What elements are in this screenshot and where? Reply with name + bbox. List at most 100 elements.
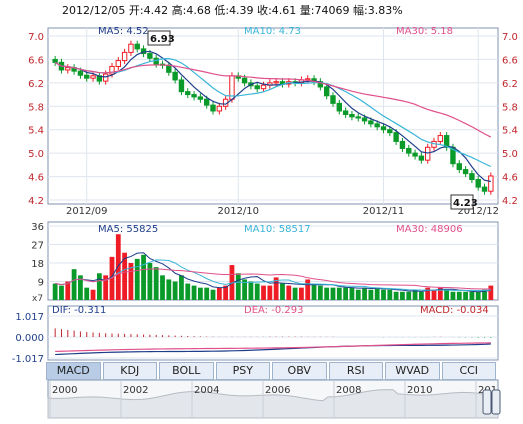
tab-psy[interactable]: PSY [215,362,270,380]
overview-handle-left[interactable] [482,389,492,415]
volume-bar [330,287,336,300]
quote-header: 2012/12/05 开:4.42 高:4.68 低:4.39 收:4.61 量… [62,4,403,17]
candle [330,92,336,107]
volume-bar [349,287,355,300]
overview-year: 2000 [52,385,77,396]
volume-bar [59,285,64,300]
volume-bar [197,287,203,300]
tab-rsi[interactable]: RSI [328,362,383,380]
volume-bar [109,256,115,300]
volume-bar [96,273,102,300]
volume-bar [317,285,323,300]
moving-averages [54,50,492,183]
volume-bar [355,289,361,300]
quote-close: 4.61 [271,4,297,17]
tab-wvad[interactable]: WVAD [385,362,440,380]
volume-legend-ma10: MA10: 58517 [244,224,311,235]
candle [52,55,58,66]
volume-bar [172,281,178,300]
price-tick-left: 5.8 [28,102,44,113]
candle [456,160,462,174]
macd-legend-macd: MACD: -0.034 [420,305,489,316]
tab-obv[interactable]: OBV [272,362,327,380]
candle [336,99,343,115]
vol-ma30-line [55,268,491,290]
candle [418,152,425,164]
candle [488,172,494,195]
tab-boll[interactable]: BOLL [159,362,214,380]
price-tick-left: 4.6 [28,173,44,184]
macd-legend-dif: DIF: -0.311 [52,305,106,316]
volume-bar [482,289,487,300]
candle [399,137,406,152]
volume-bar [488,285,494,300]
quote-low: 4.39 [229,4,254,17]
overview-year: 2010 [407,385,432,396]
candle [260,81,267,93]
quote-volume: 74069 [314,4,350,17]
overview-handle-right[interactable] [491,389,501,415]
volume-bar [134,258,140,300]
macd-tick: -1.017 [12,354,44,365]
price-tick-left: 6.6 [28,55,44,66]
quote-date: 2012/12/05 [62,4,126,17]
volume-bar [286,285,292,300]
volume-bar [387,289,393,300]
volume-bar [210,289,216,300]
volume-bar [292,287,298,300]
volume-bar [343,287,349,300]
volume-bar [223,285,229,300]
candle [178,76,185,96]
volume-legend-ma5: MA5: 55825 [98,224,158,235]
candle [443,132,450,151]
volume-bar [437,287,443,300]
volume-bar [84,287,90,300]
volume-bar [324,287,330,300]
candle [387,126,393,137]
quote-open: 4.42 [143,4,169,17]
indicator-tabs: MACD KDJ BOLL PSY OBV RSI WVAD CCI [46,362,498,380]
volume-bar [368,289,374,300]
price-legend-ma10: MA10: 4.73 [244,26,301,37]
volume-bar [65,281,71,300]
macd-panel [47,305,499,361]
low-annotation: 4.23 [453,198,478,209]
dif-line [55,343,491,356]
price-tick-left: 4.2 [28,196,44,207]
volume-bar [431,289,437,300]
volume-bar [450,291,456,300]
candle [216,102,223,115]
candle [84,71,90,82]
volume-bar [147,263,153,300]
volume-bar [122,252,128,300]
price-tick-left: 7.0 [28,32,44,43]
volume-bar [153,267,159,300]
volume-bar [273,277,279,300]
volume-bar [254,283,260,300]
price-tick-right: 6.6 [502,55,518,66]
price-tick-right: 7.0 [502,32,518,43]
quote-high: 4.68 [186,4,211,17]
volume-bar [191,285,197,300]
tab-cci[interactable]: CCI [441,362,496,380]
volume-bar [362,287,367,300]
volume-bar [336,287,342,300]
price-tick-right: 4.6 [502,173,518,184]
candle [254,82,260,93]
macd-tick: 1.017 [15,312,44,323]
volume-bar [311,283,317,300]
date-label: 2012/12 [457,206,499,217]
volume-bar [299,287,304,300]
vol-ma10-line [55,259,491,292]
tab-macd[interactable]: MACD [46,362,101,380]
volume-bar [52,283,58,300]
volume-tick: 27 [31,241,44,252]
candle [481,183,488,195]
tab-kdj[interactable]: KDJ [102,362,157,380]
volume-bar [400,291,405,300]
volume-bar [160,275,165,300]
ma30-line [54,61,492,138]
volume-legend-ma30: MA30: 48906 [396,224,463,235]
price-legend-ma30: MA30: 5.18 [396,26,453,37]
